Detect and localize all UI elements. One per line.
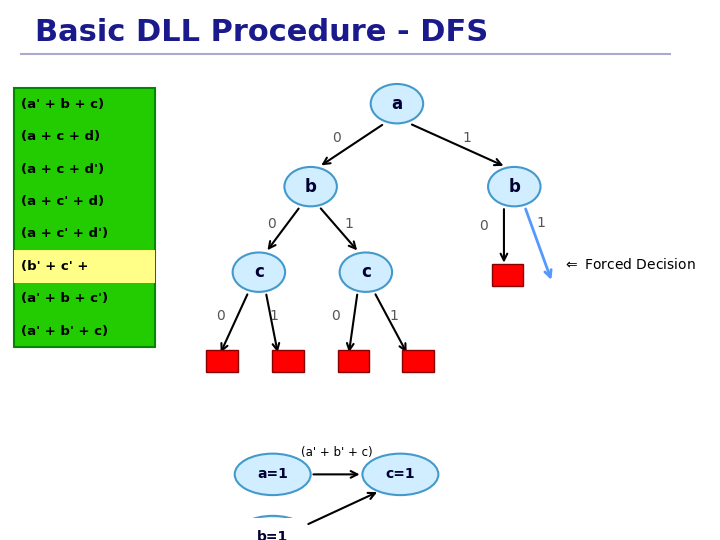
Text: (a' + b + c'): (a' + b + c') bbox=[21, 292, 108, 305]
FancyBboxPatch shape bbox=[402, 350, 433, 372]
Text: (b' + c' +: (b' + c' + bbox=[21, 260, 88, 273]
Circle shape bbox=[284, 167, 337, 206]
Text: (a + c' + d): (a + c' + d) bbox=[21, 195, 104, 208]
Text: c: c bbox=[361, 263, 371, 281]
Ellipse shape bbox=[235, 454, 310, 495]
Ellipse shape bbox=[362, 454, 438, 495]
Ellipse shape bbox=[235, 516, 310, 540]
FancyBboxPatch shape bbox=[14, 88, 156, 347]
Text: 1: 1 bbox=[389, 309, 398, 323]
Circle shape bbox=[488, 167, 541, 206]
Circle shape bbox=[371, 84, 423, 124]
FancyBboxPatch shape bbox=[207, 350, 238, 372]
Text: Basic DLL Procedure - DFS: Basic DLL Procedure - DFS bbox=[35, 18, 487, 47]
Text: c: c bbox=[254, 263, 264, 281]
FancyBboxPatch shape bbox=[492, 264, 523, 286]
Text: 1: 1 bbox=[462, 131, 471, 145]
Text: 0: 0 bbox=[267, 218, 276, 232]
Circle shape bbox=[340, 253, 392, 292]
Text: b: b bbox=[305, 178, 317, 195]
FancyBboxPatch shape bbox=[338, 350, 369, 372]
Text: (a + c + d): (a + c + d) bbox=[21, 130, 100, 143]
Text: (a + c' + d'): (a + c' + d') bbox=[21, 227, 108, 240]
Text: 1: 1 bbox=[536, 216, 545, 230]
Text: b=1: b=1 bbox=[257, 530, 288, 540]
Text: (a + c + d'): (a + c + d') bbox=[21, 163, 104, 176]
Text: 1: 1 bbox=[269, 309, 279, 323]
Text: 1: 1 bbox=[345, 218, 354, 232]
Text: $\Leftarrow$ Forced Decision: $\Leftarrow$ Forced Decision bbox=[562, 257, 696, 272]
Text: 0: 0 bbox=[332, 131, 341, 145]
Text: b: b bbox=[508, 178, 521, 195]
Circle shape bbox=[233, 253, 285, 292]
Text: 0: 0 bbox=[331, 309, 340, 323]
Text: 0: 0 bbox=[479, 219, 487, 233]
Text: (a' + b' + c): (a' + b' + c) bbox=[21, 325, 108, 338]
Text: (a' + b' + c): (a' + b' + c) bbox=[301, 446, 372, 459]
Text: a: a bbox=[392, 94, 402, 113]
Text: 0: 0 bbox=[217, 309, 225, 323]
Text: a=1: a=1 bbox=[257, 468, 288, 481]
FancyBboxPatch shape bbox=[14, 250, 156, 282]
Text: c=1: c=1 bbox=[386, 468, 415, 481]
FancyBboxPatch shape bbox=[272, 350, 304, 372]
Text: (a' + b + c): (a' + b + c) bbox=[21, 98, 104, 111]
